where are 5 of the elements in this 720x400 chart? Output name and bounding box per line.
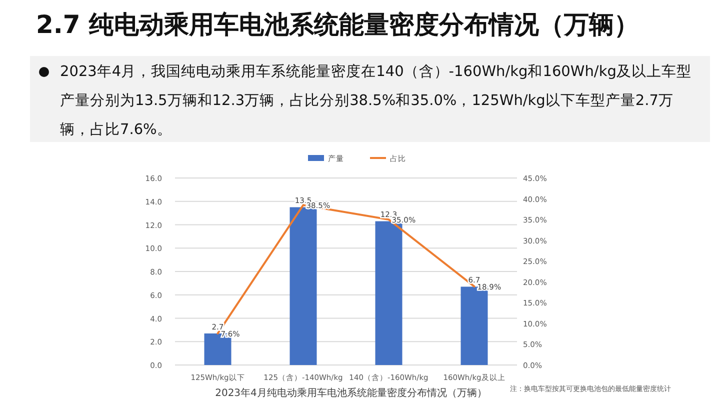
bar: [290, 207, 317, 365]
bar: [375, 221, 402, 365]
x-axis-title: 2023年4月纯电动乘用车电池系统能量密度分布情况（万辆）: [215, 387, 487, 399]
chart-title: 2.7 纯电动乘用车电池系统能量密度分布情况（万辆）: [36, 9, 639, 41]
chart-subtitle: 2023年4月，我国纯电动乘用车系统能量密度在140（含）-160Wh/kg和160Wh/kg及以上车型产量分别为13.5万辆和12.3万辆，占比分别38.5%和35.0%，125Wh/kg以下车型产量2.7万辆，占比7.6%。: [30, 56, 710, 142]
